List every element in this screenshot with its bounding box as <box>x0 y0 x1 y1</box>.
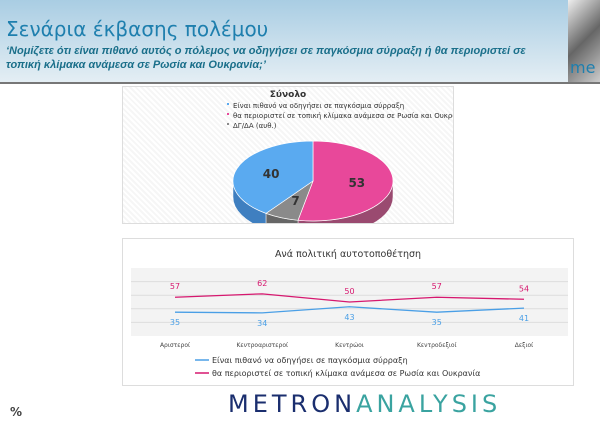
legend-entry: θα περιοριστεί σε τοπική κλίμακα ανάμεσα… <box>212 369 480 378</box>
legend-marker <box>227 123 229 125</box>
photo-logo-text: me <box>570 58 596 77</box>
line-chart-title: Ανά πολιτική αυτοτοποθέτηση <box>275 249 421 260</box>
series-line <box>174 293 525 303</box>
x-tick-label: Κεντροαριστεροί <box>236 342 288 349</box>
x-tick-label: Δεξιοί <box>515 342 533 349</box>
pie-data-label: 53 <box>348 176 365 190</box>
data-label: 57 <box>432 282 442 291</box>
legend-entry: θα περιοριστεί σε τοπική κλίμακα ανάμεσα… <box>233 112 453 120</box>
x-tick-label: Κεντρώοι <box>335 342 364 349</box>
data-label: 54 <box>519 284 529 293</box>
header: Σενάρια έκβασης πολέμου ‘Νομίζετε ότι εί… <box>0 0 600 84</box>
pie-slice <box>297 140 394 222</box>
pie-data-label: 7 <box>291 194 299 208</box>
legend-marker <box>227 103 229 105</box>
data-label: 62 <box>257 279 267 288</box>
data-label: 41 <box>519 314 529 323</box>
page-title: Σενάρια έκβασης πολέμου <box>6 17 269 41</box>
legend-entry: Είναι πιθανό να οδηγήσει σε παγκόσμια σύ… <box>212 355 408 365</box>
x-tick-label: Αριστεροί <box>160 342 190 349</box>
pie-chart-panel: Σύνολο Είναι πιθανό να οδηγήσει σε παγκόσ… <box>122 86 468 238</box>
legend-entry: Είναι πιθανό να οδηγήσει σε παγκόσμια σύ… <box>233 102 404 110</box>
data-label: 35 <box>170 318 180 327</box>
unit-label: % <box>10 405 23 419</box>
pie-chart: Σύνολο Είναι πιθανό να οδηγήσει σε παγκόσ… <box>227 90 468 238</box>
legend-entry: ΔΓ/ΔΑ (αυθ.) <box>233 122 277 130</box>
data-label: 43 <box>344 313 354 322</box>
pie-title: Σύνολο <box>270 90 306 100</box>
x-tick-label: Κεντροδεξιοί <box>417 342 457 349</box>
legend-marker <box>227 113 229 115</box>
page-subtitle: ‘Νομίζετε ότι είναι πιθανό αυτός ο πόλεμ… <box>6 45 526 71</box>
data-label: 35 <box>432 318 442 327</box>
logo-part1: METRON <box>228 390 357 418</box>
line-chart-panel: Ανά πολιτική αυτοτοποθέτηση Αριστεροί Κεντ… <box>122 238 574 386</box>
data-label: 34 <box>257 319 267 328</box>
series-line <box>174 306 525 314</box>
header-photo: me <box>568 0 600 82</box>
data-label: 50 <box>344 287 354 296</box>
data-label: 57 <box>170 282 180 291</box>
pie-data-label: 40 <box>263 167 280 181</box>
metron-analysis-logo: METRONANALYSIS <box>228 390 501 418</box>
pie-slice <box>232 140 314 214</box>
logo-part2: ANALYSIS <box>356 390 502 418</box>
line-chart: Ανά πολιτική αυτοτοποθέτηση Αριστεροί Κεντ… <box>131 249 568 378</box>
